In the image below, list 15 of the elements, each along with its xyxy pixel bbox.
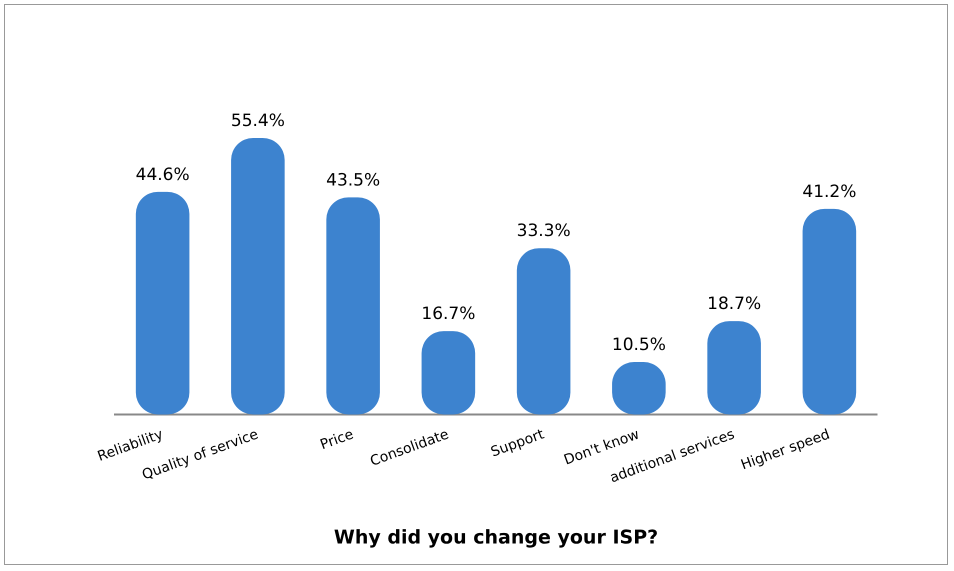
data-label: 33.3%: [516, 221, 571, 242]
x-tick-label: Price: [318, 426, 356, 454]
data-label: 16.7%: [421, 304, 476, 324]
data-label: 41.2%: [802, 182, 856, 202]
bar: [231, 138, 285, 414]
bar: [802, 208, 856, 414]
data-label: 18.7%: [707, 294, 762, 314]
bar: [516, 248, 570, 414]
bar: [326, 197, 380, 414]
data-label: 43.5%: [326, 170, 380, 190]
data-label: 55.4%: [230, 110, 285, 131]
bar: [136, 192, 190, 414]
data-label: 10.5%: [612, 334, 666, 355]
x-axis-title: Why did you change your ISP?: [334, 526, 658, 549]
data-label: 44.6%: [136, 164, 190, 185]
